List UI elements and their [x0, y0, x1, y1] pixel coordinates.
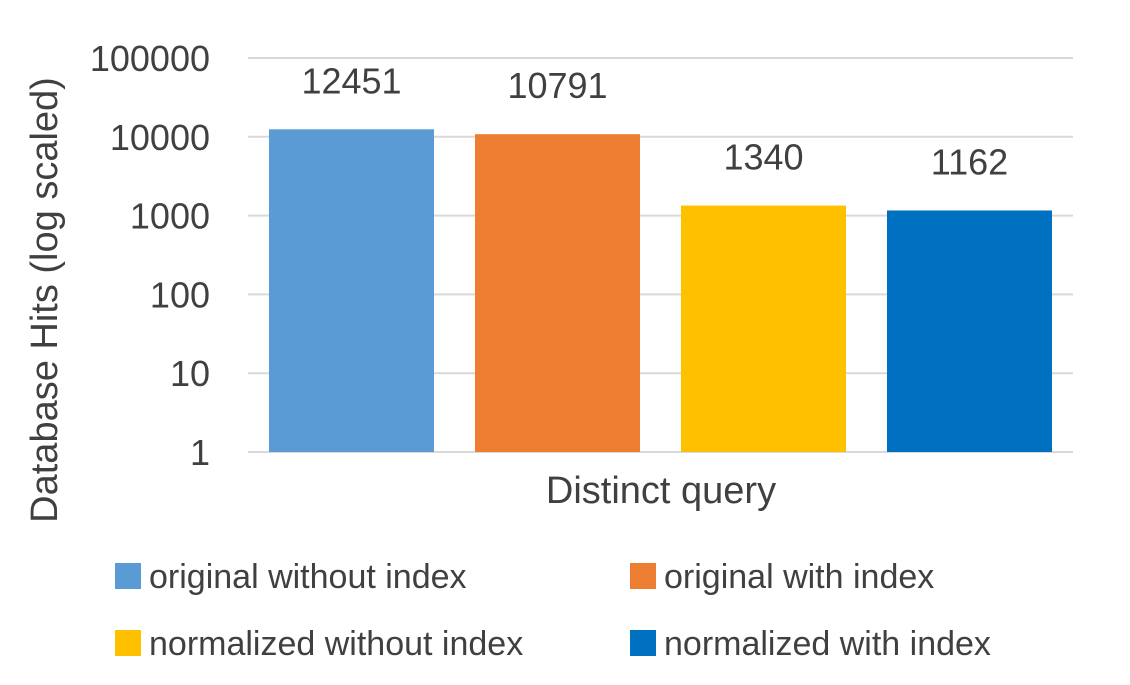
- y-tick-label: 1: [190, 432, 210, 473]
- bar-original-without-index: [269, 129, 434, 452]
- bar-normalized-without-index: [681, 205, 846, 452]
- y-tick-label: 100: [150, 274, 210, 315]
- y-tick-label: 10000: [110, 117, 210, 158]
- legend: original without index original with inde…: [115, 558, 991, 663]
- data-label: 1162: [931, 141, 1008, 182]
- y-tick-label: 10: [170, 353, 210, 394]
- y-tick-label: 1000: [130, 196, 210, 237]
- data-label: 12451: [301, 60, 401, 101]
- data-labels: 12451 10791 1340 1162: [301, 60, 1008, 182]
- legend-entry: original with index: [664, 558, 934, 596]
- legend-entry: original without index: [149, 558, 467, 596]
- bar-normalized-with-index: [887, 210, 1052, 452]
- data-label: 1340: [723, 137, 803, 178]
- x-axis-label: Distinct query: [546, 470, 776, 512]
- legend-swatch: [630, 563, 656, 589]
- bars: [269, 129, 1052, 452]
- legend-swatch: [115, 563, 141, 589]
- legend-swatch: [115, 630, 141, 656]
- y-axis-ticks: 1 10 100 1000 10000 100000: [90, 38, 210, 473]
- legend-entry: normalized without index: [149, 625, 523, 663]
- legend-entry: normalized with index: [664, 625, 991, 663]
- data-label: 10791: [507, 65, 607, 106]
- y-tick-label: 100000: [90, 38, 210, 79]
- y-axis-label: Database Hits (log scaled): [24, 77, 66, 523]
- bar-original-with-index: [475, 134, 640, 452]
- legend-swatch: [630, 630, 656, 656]
